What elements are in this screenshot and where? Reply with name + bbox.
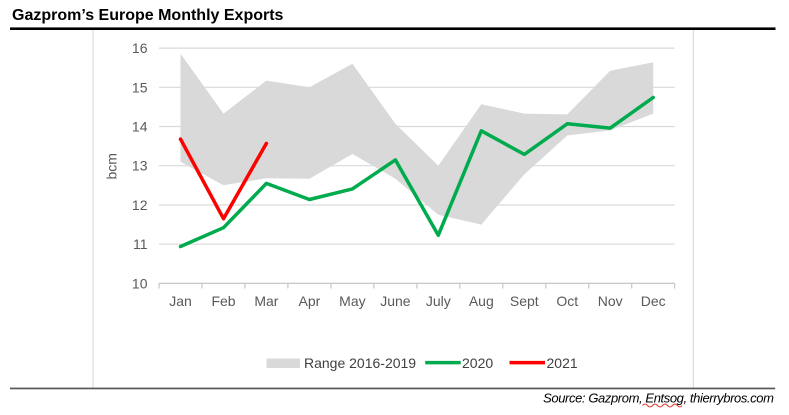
svg-text:Gazprom’s Europe Monthly Expor: Gazprom’s Europe Monthly Exports (12, 7, 284, 24)
svg-text:Sept: Sept (510, 293, 539, 309)
svg-text:Apr: Apr (299, 293, 321, 309)
svg-text:10: 10 (132, 275, 148, 291)
svg-text:16: 16 (132, 40, 148, 56)
svg-text:July: July (426, 293, 451, 309)
svg-text:Range 2016-2019: Range 2016-2019 (304, 355, 416, 371)
svg-text:May: May (339, 293, 365, 309)
svg-text:bcm: bcm (104, 153, 120, 179)
svg-text:Feb: Feb (211, 293, 235, 309)
svg-text:11: 11 (133, 236, 148, 252)
svg-text:13: 13 (132, 158, 148, 174)
svg-text:Jan: Jan (169, 293, 192, 309)
svg-text:Aug: Aug (469, 293, 494, 309)
svg-text:Oct: Oct (556, 293, 578, 309)
svg-text:Dec: Dec (641, 293, 666, 309)
svg-text:2021: 2021 (547, 355, 578, 371)
svg-text:Nov: Nov (598, 293, 623, 309)
svg-text:2020: 2020 (462, 355, 493, 371)
svg-text:June: June (380, 293, 411, 309)
svg-text:12: 12 (132, 197, 148, 213)
svg-text:Source: Gazprom, Entsog, thier: Source: Gazprom, Entsog, thierrybros.com (543, 390, 774, 405)
svg-text:14: 14 (132, 119, 148, 135)
svg-text:Mar: Mar (254, 293, 278, 309)
svg-text:15: 15 (132, 79, 148, 95)
